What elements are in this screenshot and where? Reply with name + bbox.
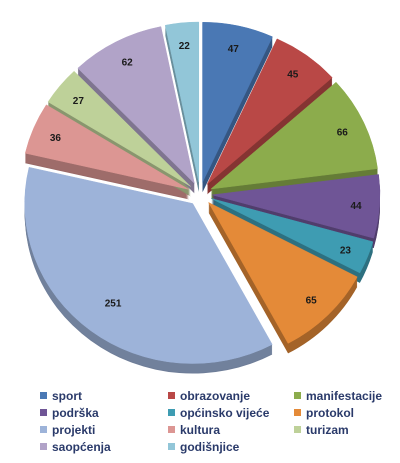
slice-value-label: 62 <box>122 58 134 69</box>
legend-item: manifestacije <box>294 388 382 404</box>
legend-label: godišnjice <box>180 440 240 454</box>
slice-value-label: 22 <box>179 41 191 52</box>
legend-swatch <box>168 409 175 416</box>
legend-item: godišnjice <box>168 439 239 455</box>
legend-swatch <box>40 443 47 450</box>
pie-slice-sport <box>202 22 273 183</box>
slice-value-label: 66 <box>337 128 349 139</box>
legend-label: projekti <box>52 423 96 437</box>
slice-value-label: 65 <box>306 295 318 306</box>
pie-slice-godišnjice <box>164 21 200 183</box>
slice-value-label: 27 <box>73 96 85 107</box>
legend-swatch <box>294 392 301 399</box>
pie-slice-turizam <box>47 70 191 187</box>
legend-item: saopćenja <box>40 439 111 455</box>
pie-slice-projekti <box>24 167 273 364</box>
legend-label: saopćenja <box>52 440 111 454</box>
slice-value-label: 36 <box>50 133 62 144</box>
legend-label: kultura <box>180 423 221 437</box>
legend-label: podrška <box>52 406 99 420</box>
slice-value-label: 44 <box>351 201 363 212</box>
legend-swatch <box>40 409 47 416</box>
legend-label: turizam <box>306 423 349 437</box>
pie-slice-saopćenja <box>77 26 195 185</box>
pie-chart: 47 45 66 44 23 65 251 36 27 62 22 <box>24 21 381 374</box>
slice-value-label: 45 <box>287 70 299 81</box>
pie-slice-podrška <box>211 174 381 239</box>
legend-item: protokol <box>294 405 354 421</box>
legend-swatch <box>40 426 47 433</box>
legend-label: sport <box>52 389 82 403</box>
legend-item: općinsko vijeće <box>168 405 269 421</box>
legend-swatch <box>168 392 175 399</box>
legend-label: općinsko vijeće <box>180 406 270 420</box>
pie-slice-obrazovanje <box>206 38 333 185</box>
pie-slice-kultura <box>24 104 190 190</box>
legend-label: protokol <box>306 406 354 420</box>
legend-swatch <box>168 443 175 450</box>
slice-value-label: 251 <box>105 299 122 310</box>
legend-item: turizam <box>294 422 349 438</box>
legend-label: obrazovanje <box>180 389 251 403</box>
legend-item: sport <box>40 388 82 404</box>
legend-item: obrazovanje <box>168 388 250 404</box>
legend-swatch <box>168 426 175 433</box>
legend-swatch <box>40 392 47 399</box>
legend-label: manifestacije <box>306 389 383 403</box>
pie-slice-općinsko-vijeće <box>211 198 374 274</box>
pie-slice-protokol <box>207 201 358 344</box>
legend-item: kultura <box>168 422 220 438</box>
legend-item: podrška <box>40 405 99 421</box>
slice-value-label: 23 <box>340 245 352 256</box>
legend-swatch <box>294 426 301 433</box>
slice-value-label: 47 <box>228 44 240 55</box>
legend-item: projekti <box>40 422 95 438</box>
legend-swatch <box>294 409 301 416</box>
pie-slice-manifestacije <box>210 81 378 190</box>
